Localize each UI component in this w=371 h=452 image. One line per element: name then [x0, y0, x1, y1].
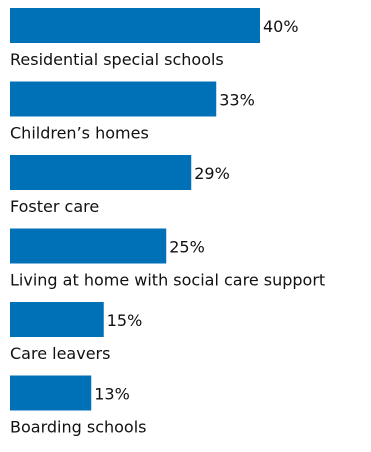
bar-foster-care [10, 155, 192, 190]
bar-label-children-s-homes: Children’s homes [10, 124, 149, 143]
bar-value-residential-special-schools: 40% [263, 17, 299, 36]
bar-row-foster-care: 29% Foster care [10, 155, 230, 216]
bar-row-residential-special-schools: 40% Residential special schools [10, 8, 299, 69]
bar-value-care-leavers: 15% [107, 311, 143, 330]
bar-label-foster-care: Foster care [10, 197, 99, 216]
bar-value-living-at-home-with-social-care-support: 25% [169, 238, 205, 257]
bar-label-living-at-home-with-social-care-support: Living at home with social care support [10, 271, 325, 290]
bar-row-boarding-schools: 13% Boarding schools [10, 375, 146, 437]
bar-boarding-schools [10, 375, 92, 411]
bar-label-care-leavers: Care leavers [10, 344, 110, 363]
bar-value-foster-care: 29% [194, 164, 230, 183]
bar-living-at-home-with-social-care-support [10, 228, 167, 264]
bar-row-living-at-home-with-social-care-support: 25% Living at home with social care suppo… [10, 228, 325, 290]
bar-value-boarding-schools: 13% [94, 385, 130, 404]
bar-row-care-leavers: 15% Care leavers [10, 302, 142, 363]
bar-row-children-s-homes: 33% Children’s homes [10, 81, 255, 143]
bar-label-residential-special-schools: Residential special schools [10, 50, 224, 69]
bar-residential-special-schools [10, 8, 260, 43]
bar-care-leavers [10, 302, 104, 337]
bar-children-s-homes [10, 81, 217, 117]
bar-label-boarding-schools: Boarding schools [10, 418, 146, 437]
bar-value-children-s-homes: 33% [219, 91, 255, 110]
